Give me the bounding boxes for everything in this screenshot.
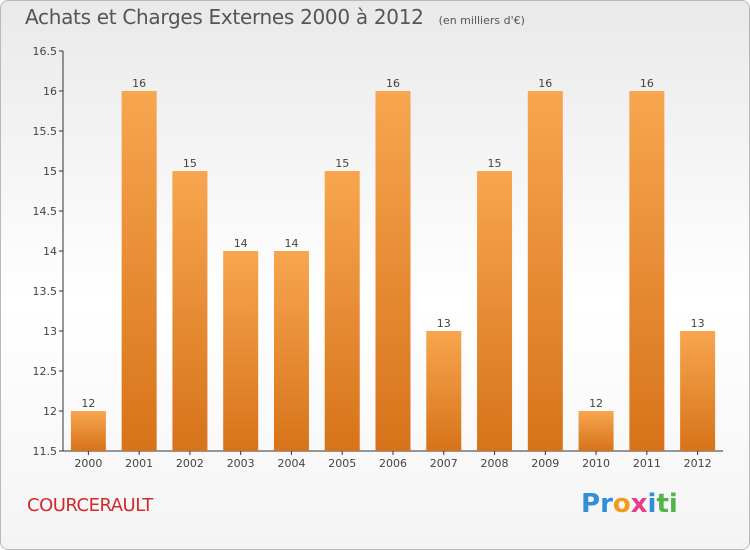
- value-label-2012: 13: [691, 317, 705, 330]
- x-tick-label-2007: 2007: [430, 457, 458, 470]
- logo-letter: i: [647, 489, 657, 519]
- chart-unit: (en milliers d'€): [438, 14, 525, 27]
- x-tick-label-2006: 2006: [379, 457, 407, 470]
- y-tick-label: 15: [43, 165, 57, 178]
- y-tick-label: 13: [43, 325, 57, 338]
- value-label-2003: 14: [234, 237, 248, 250]
- x-tick-label-2008: 2008: [481, 457, 509, 470]
- x-tick-label-2002: 2002: [176, 457, 204, 470]
- value-label-2008: 15: [488, 157, 502, 170]
- bar-2011: [629, 91, 665, 451]
- logo-letter: P: [581, 489, 601, 519]
- bar-2007: [426, 331, 462, 451]
- bar-2012: [680, 331, 716, 451]
- logo-letter: t: [656, 489, 669, 519]
- x-tick-label-2010: 2010: [582, 457, 610, 470]
- bar-2002: [172, 171, 208, 451]
- y-tick-label: 11.5: [33, 445, 58, 458]
- value-label-2006: 16: [386, 77, 400, 90]
- bar-2009: [527, 91, 563, 451]
- chart-title: Achats et Charges Externes 2000 à 2012 (…: [25, 5, 525, 29]
- y-tick-label: 14.5: [33, 205, 58, 218]
- x-tick-label-2012: 2012: [684, 457, 712, 470]
- bar-2000: [70, 411, 106, 451]
- x-tick-label-2001: 2001: [125, 457, 153, 470]
- bar-2005: [324, 171, 360, 451]
- value-label-2010: 12: [589, 397, 603, 410]
- y-tick-label: 16: [43, 85, 57, 98]
- bar-2006: [375, 91, 411, 451]
- bar-2003: [223, 251, 259, 451]
- bar-2010: [578, 411, 614, 451]
- x-tick-label-2009: 2009: [531, 457, 559, 470]
- value-label-2009: 16: [538, 77, 552, 90]
- value-label-2007: 13: [437, 317, 451, 330]
- logo-letter: x: [630, 489, 648, 519]
- y-tick-label: 15.5: [33, 125, 58, 138]
- y-tick-label: 14: [43, 245, 57, 258]
- y-tick-label: 12: [43, 405, 57, 418]
- value-label-2001: 16: [132, 77, 146, 90]
- x-tick-label-2005: 2005: [328, 457, 356, 470]
- logo-letter: i: [668, 489, 678, 519]
- y-tick-label: 13.5: [33, 285, 58, 298]
- proxiti-logo: Proxiti: [581, 489, 678, 519]
- x-tick-label-2004: 2004: [277, 457, 305, 470]
- y-tick-label: 16.5: [33, 45, 58, 58]
- value-label-2000: 12: [81, 397, 95, 410]
- chart-title-text: Achats et Charges Externes 2000 à 2012: [25, 5, 424, 29]
- value-label-2005: 15: [335, 157, 349, 170]
- value-label-2002: 15: [183, 157, 197, 170]
- bar-2004: [273, 251, 309, 451]
- y-tick-label: 12.5: [33, 365, 58, 378]
- x-tick-label-2000: 2000: [74, 457, 102, 470]
- bar-2001: [121, 91, 157, 451]
- x-tick-label-2003: 2003: [227, 457, 255, 470]
- value-label-2011: 16: [640, 77, 654, 90]
- city-name: COURCERAULT: [27, 495, 153, 516]
- logo-letter: r: [600, 489, 613, 519]
- logo-letter: o: [612, 489, 631, 519]
- value-label-2004: 14: [284, 237, 298, 250]
- x-tick-label-2011: 2011: [633, 457, 661, 470]
- bar-2008: [477, 171, 513, 451]
